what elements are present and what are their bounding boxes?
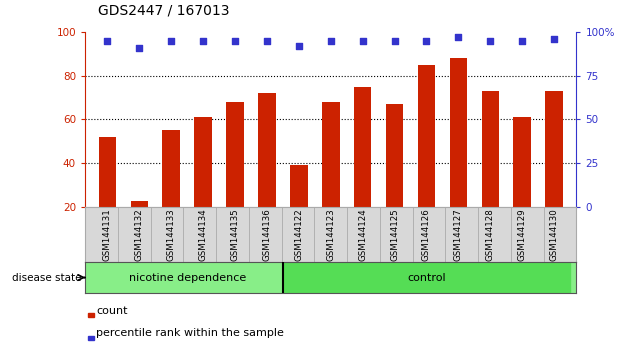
Text: GSM144136: GSM144136 [263,208,272,261]
Bar [163,130,180,207]
Bar [513,117,531,207]
Text: GDS2447 / 167013: GDS2447 / 167013 [98,4,229,18]
Point [134,45,144,51]
Point [454,34,464,40]
Point [262,38,272,44]
Text: disease state: disease state [13,273,82,282]
Text: GSM144127: GSM144127 [454,208,463,261]
Bar [546,91,563,207]
Point [294,43,304,49]
Point [166,38,176,44]
Bar [88,336,94,340]
Text: percentile rank within the sample: percentile rank within the sample [96,328,284,338]
Bar [322,102,340,207]
Point [517,38,527,44]
Text: GSM144130: GSM144130 [549,208,559,261]
Point [549,36,559,42]
Text: GSM144124: GSM144124 [358,208,367,261]
Point [358,38,368,44]
Text: GSM144135: GSM144135 [231,208,239,261]
Bar [258,93,276,207]
Point [230,38,240,44]
Point [326,38,336,44]
Bar [290,165,307,207]
Text: nicotine dependence: nicotine dependence [129,273,246,282]
Bar [386,104,403,207]
Text: GSM144125: GSM144125 [390,208,399,261]
Bar [194,117,212,207]
Bar [99,137,116,207]
Bar [226,102,244,207]
Text: GSM144123: GSM144123 [326,208,335,261]
Bar [354,87,372,207]
Point [198,38,208,44]
Bar [283,262,570,293]
Text: GSM144128: GSM144128 [486,208,495,261]
Text: GSM144133: GSM144133 [167,208,176,261]
Point [485,38,495,44]
Text: GSM144126: GSM144126 [422,208,431,261]
Text: GSM144131: GSM144131 [103,208,112,261]
Text: count: count [96,306,128,315]
Bar [130,200,148,207]
Point [389,38,399,44]
Bar [418,65,435,207]
Bar [450,58,467,207]
Text: GSM144122: GSM144122 [294,208,303,261]
Point [421,38,432,44]
Point [102,38,112,44]
Text: GSM144134: GSM144134 [198,208,208,261]
Text: GSM144129: GSM144129 [518,208,527,261]
Text: GSM144132: GSM144132 [135,208,144,261]
Text: control: control [407,273,446,282]
Bar [88,313,94,318]
Bar [481,91,499,207]
